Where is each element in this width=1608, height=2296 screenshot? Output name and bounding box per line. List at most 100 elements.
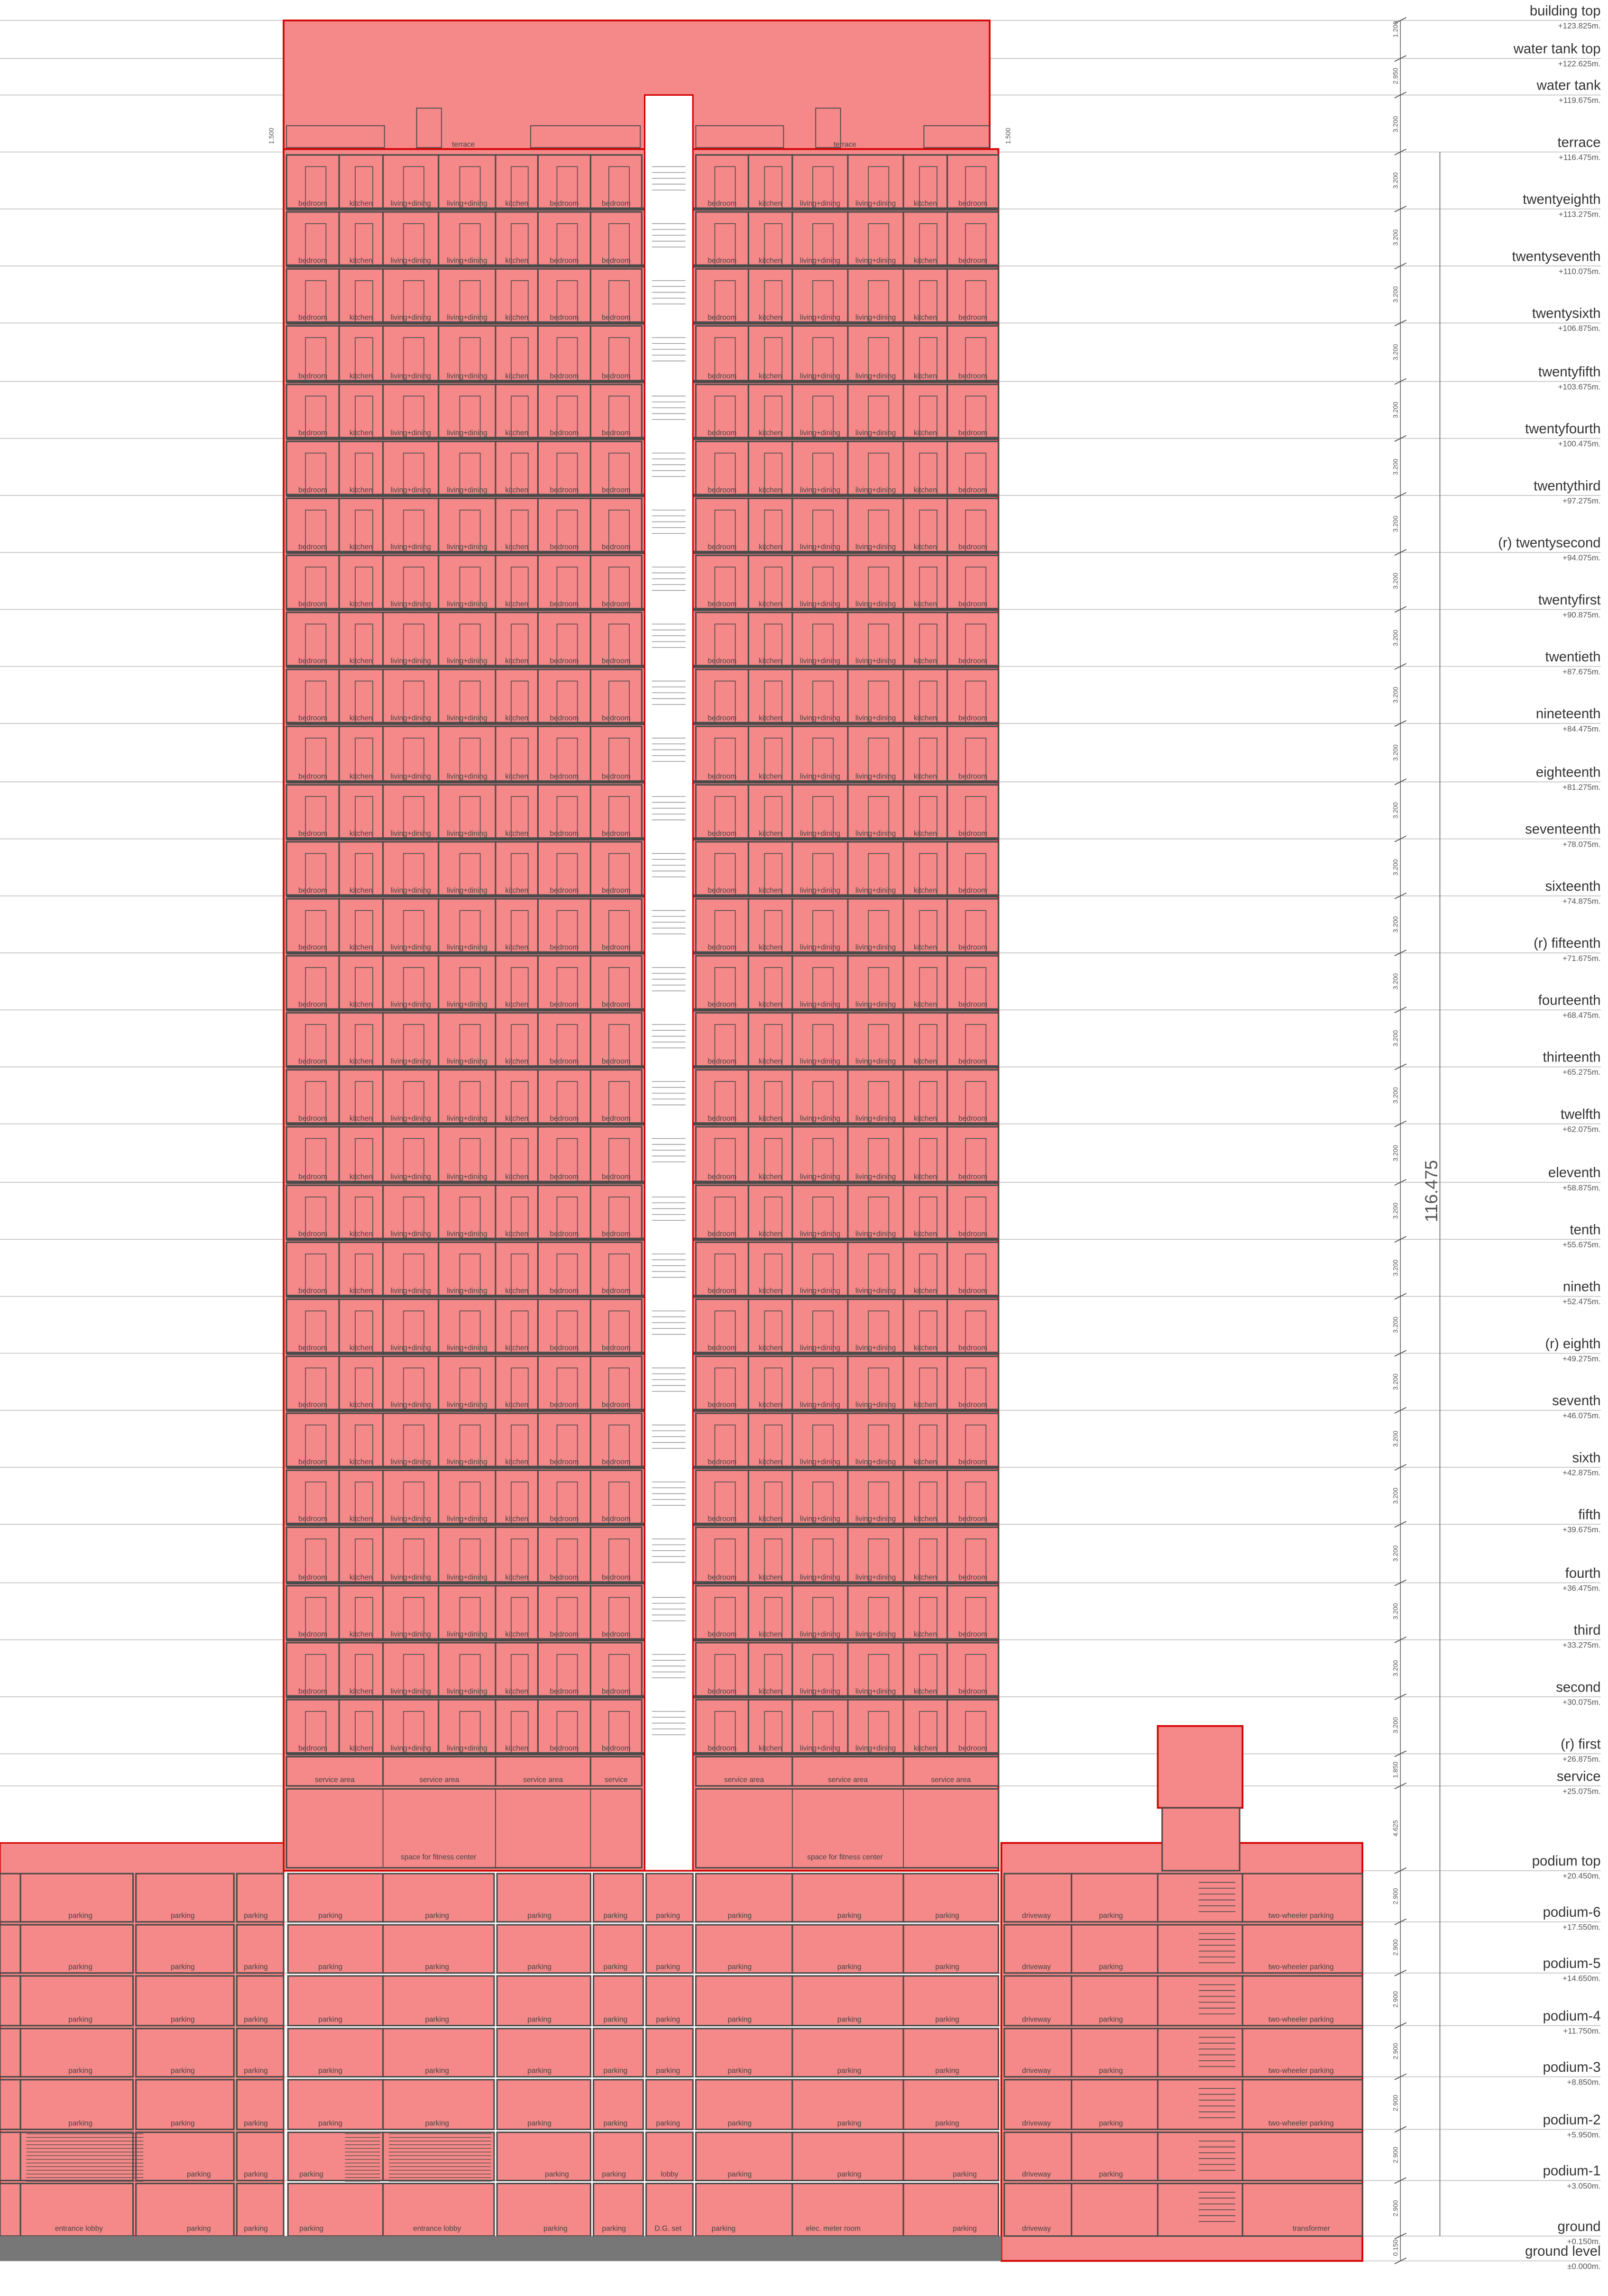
- level-elevation: +62.075m.: [1562, 1125, 1601, 1134]
- room-label: living+dining: [391, 943, 431, 951]
- room-label: living+dining: [855, 1344, 896, 1352]
- room-label: living+dining: [855, 1458, 896, 1466]
- room-label: space for fitness center: [401, 1853, 476, 1861]
- podium-bay: [1158, 2029, 1243, 2077]
- room-label: kitchen: [759, 200, 782, 208]
- page: { "levels": [ {"name": "building top", "…: [0, 0, 1608, 2296]
- room-label: living+dining: [447, 200, 487, 208]
- dimension-label: 3.200: [1392, 1660, 1399, 1676]
- room-label: bedroom: [602, 1344, 631, 1352]
- room-label: parking: [545, 2170, 569, 2178]
- level-name: nineteenth: [1536, 706, 1601, 722]
- room-label: bedroom: [708, 830, 736, 838]
- room-label: bedroom: [602, 1000, 631, 1008]
- room-label: bedroom: [958, 372, 987, 380]
- dimension-label: 2.900: [1392, 2043, 1399, 2059]
- room-label: parking: [68, 1912, 92, 1920]
- dimension-label: 3.200: [1392, 402, 1399, 418]
- level-name: podium top: [1532, 1853, 1601, 1869]
- level-name: fifth: [1578, 1507, 1600, 1523]
- room-label: parking: [728, 1912, 752, 1920]
- room-label: bedroom: [298, 657, 327, 665]
- level-elevation: +90.875m.: [1562, 610, 1601, 619]
- room-label: kitchen: [914, 773, 937, 781]
- level-name: water tank top: [1513, 41, 1601, 57]
- room-label: living+dining: [800, 830, 840, 838]
- room-label: kitchen: [349, 1630, 373, 1638]
- room-label: living+dining: [800, 486, 840, 494]
- room-label: bedroom: [550, 657, 579, 665]
- room-label: parking: [656, 1963, 680, 1971]
- level-elevation: ±0.000m.: [1567, 2262, 1601, 2271]
- level-name: (r) twentysecond: [1498, 535, 1600, 551]
- room-label: kitchen: [505, 887, 528, 895]
- room-label: parking: [244, 2067, 268, 2075]
- room-label: kitchen: [759, 486, 782, 494]
- room-label: living+dining: [447, 1401, 487, 1409]
- room-label: parking: [171, 2015, 195, 2023]
- ground-slab: [0, 2236, 1002, 2261]
- room-label: bedroom: [708, 486, 736, 494]
- room-label: bedroom: [550, 1287, 579, 1295]
- dimension-label: 3.200: [1392, 1373, 1399, 1390]
- level-elevation: +106.875m.: [1558, 324, 1601, 333]
- room-label: parking: [935, 1912, 959, 1920]
- room-label: living+dining: [800, 1573, 840, 1582]
- room-label: living+dining: [447, 1630, 487, 1638]
- room-label: living+dining: [447, 543, 487, 551]
- dimension-label: 3.200: [1392, 1260, 1399, 1276]
- level-elevation: +49.275m.: [1562, 1354, 1601, 1363]
- room-label: living+dining: [855, 1000, 896, 1008]
- level-name: podium-3: [1543, 2059, 1601, 2075]
- room-label: living+dining: [447, 773, 487, 781]
- room-label: parking: [602, 2224, 626, 2232]
- room-label: parking: [244, 1963, 268, 1971]
- room-label: living+dining: [391, 600, 431, 608]
- room-label: bedroom: [958, 1573, 987, 1582]
- room-label: bedroom: [708, 600, 736, 608]
- dimension-label: 3.200: [1392, 229, 1399, 246]
- room-label: living+dining: [855, 830, 896, 838]
- room-label: living+dining: [391, 1000, 431, 1008]
- room-label: bedroom: [958, 486, 987, 494]
- room-label: driveway: [1022, 2015, 1051, 2023]
- room-label: bedroom: [298, 714, 327, 722]
- room-label: kitchen: [759, 830, 782, 838]
- room-label: bedroom: [602, 1115, 631, 1123]
- room-label: parking: [527, 1912, 551, 1920]
- room-label: bedroom: [708, 429, 736, 437]
- room-label: kitchen: [759, 1287, 782, 1295]
- room-label: living+dining: [391, 1230, 431, 1238]
- room-label: kitchen: [505, 1173, 528, 1181]
- level-name: podium-5: [1543, 1956, 1601, 1971]
- dimension-label: 3.200: [1392, 1717, 1399, 1734]
- room-label: bedroom: [298, 1230, 327, 1238]
- room-label: kitchen: [505, 486, 528, 494]
- dimension-label: 3.200: [1392, 116, 1399, 132]
- room-label: living+dining: [447, 1573, 487, 1582]
- room-label: parking: [527, 2119, 551, 2127]
- room-label: kitchen: [914, 256, 937, 265]
- room-label: two-wheeler parking: [1268, 2015, 1334, 2023]
- level-elevation: +68.475m.: [1562, 1011, 1601, 1020]
- room-label: living+dining: [447, 600, 487, 608]
- room-label: bedroom: [298, 1000, 327, 1008]
- room-label: parking: [543, 2224, 568, 2232]
- room-label: bedroom: [958, 1230, 987, 1238]
- room-label: parking: [837, 2170, 862, 2178]
- level-name: (r) fifteenth: [1534, 935, 1600, 951]
- dimension-label: 3.200: [1392, 1603, 1399, 1619]
- room-label: kitchen: [505, 1401, 528, 1409]
- room-label: parking: [425, 2119, 449, 2127]
- room-label: kitchen: [349, 830, 373, 838]
- room-label: living+dining: [855, 1573, 896, 1582]
- room-label: kitchen: [914, 543, 937, 551]
- stair-tower: [1158, 1726, 1243, 1808]
- room-label: living+dining: [800, 1745, 840, 1753]
- room-label: living+dining: [800, 714, 840, 722]
- level-name: third: [1574, 1622, 1601, 1638]
- dimension-label: 2.900: [1392, 2095, 1399, 2111]
- dimension-label: 3.200: [1392, 344, 1399, 360]
- room-label: parking: [425, 2015, 449, 2023]
- room-label: bedroom: [550, 1058, 579, 1066]
